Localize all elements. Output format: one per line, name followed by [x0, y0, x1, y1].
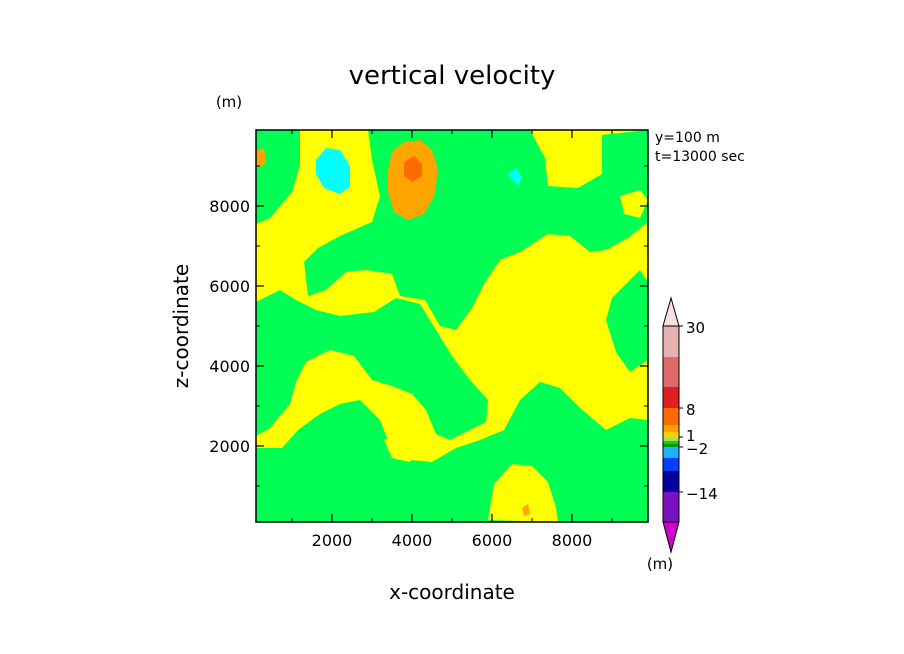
y-axis-label: z-coordinate [169, 264, 193, 388]
y-tick-label: 8000 [209, 197, 250, 216]
colorbar-segment [663, 326, 679, 357]
y-tick-label: 2000 [209, 437, 250, 456]
contour-orange-maximum [522, 504, 530, 516]
y-unit-label: (m) [216, 93, 242, 111]
colorbar-segment [663, 444, 679, 447]
colorbar-segment [663, 471, 679, 492]
colorbar-segment [663, 357, 679, 387]
colorbar-label-1: 1 [686, 427, 696, 445]
colorbar-label-30: 30 [686, 319, 705, 337]
contour-cyan-minimum [508, 168, 522, 186]
x-tick-label: 2000 [312, 531, 353, 550]
x-tick-label: 4000 [392, 531, 433, 550]
contour-weak-negative-region [316, 470, 356, 506]
contour-weak-negative-region [256, 290, 488, 440]
contour-positive-island [488, 464, 558, 522]
x-tick-label: 8000 [552, 531, 593, 550]
contour-weak-negative-region [606, 270, 648, 372]
contour-positive-island [384, 432, 420, 462]
x-axis-label: x-coordinate [389, 580, 515, 604]
annotation-y: y=100 m [655, 130, 720, 146]
colorbar-segment [663, 432, 679, 437]
x-tick-label: 6000 [472, 531, 513, 550]
contour-strong-positive-core [404, 156, 422, 182]
colorbar-frame [662, 325, 680, 523]
contour-orange-maximum [256, 148, 266, 168]
colorbar-segment [663, 387, 679, 408]
contour-positive-island [620, 190, 648, 218]
colorbar-segment [663, 437, 679, 441]
contour-cyan-minimum [316, 148, 350, 194]
colorbar-top-arrow [662, 296, 680, 327]
y-tick-label: 4000 [209, 357, 250, 376]
annotation-t: t=13000 sec [655, 149, 745, 165]
axis-ticks: 2000 4000 6000 8000 2000 4000 6000 8000 [209, 130, 648, 550]
colorbar-segment [663, 447, 679, 458]
contour-field [256, 130, 648, 522]
chart-title: vertical velocity [349, 61, 556, 91]
colorbar-label-neg14: −14 [686, 485, 718, 503]
colorbar-bottom-arrow [662, 521, 680, 554]
contour-weak-negative-region [256, 130, 300, 224]
colorbar [662, 296, 683, 554]
y-tick-label: 6000 [209, 277, 250, 296]
colorbar-unit: (m) [647, 555, 673, 573]
colorbar-segment [663, 458, 679, 471]
colorbar-label-8: 8 [686, 401, 696, 419]
colorbar-segment [663, 425, 679, 432]
colorbar-label-neg2: −2 [686, 440, 708, 458]
colorbar-segment [663, 408, 679, 425]
colorbar-segment [663, 492, 679, 522]
colorbar-segment [663, 441, 679, 444]
contour-positive-island [556, 150, 590, 182]
